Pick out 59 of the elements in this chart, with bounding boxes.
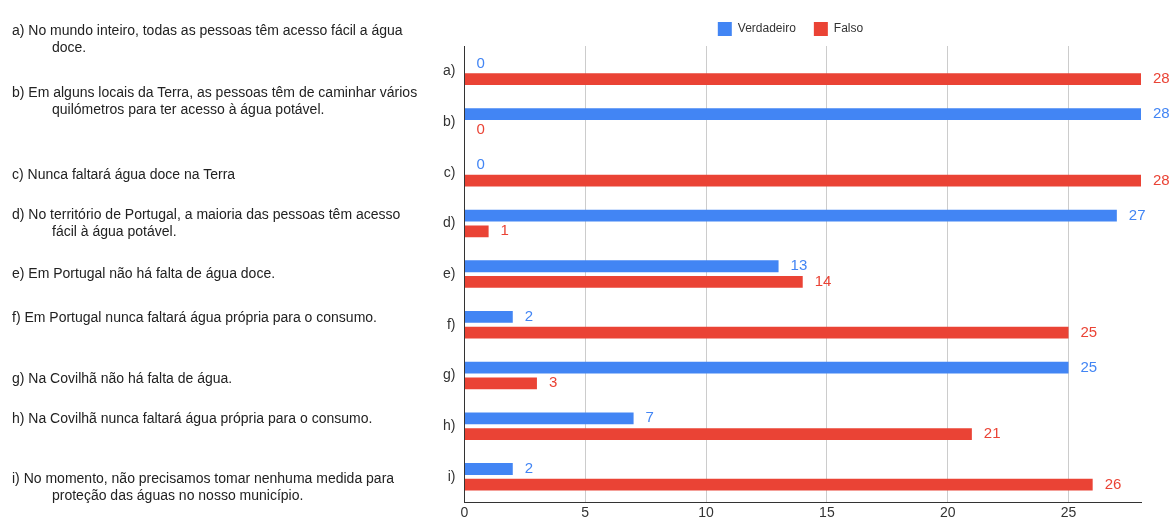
bar (464, 361, 1069, 374)
text: a) No mundo inteiro, todas as pessoas têm acesso fácil a água doce. (12, 22, 404, 56)
bar (464, 428, 972, 440)
y-tick-label: e) (443, 264, 456, 281)
data-label: 0 (476, 155, 485, 173)
bar (464, 412, 634, 425)
data-label: 2 (524, 307, 534, 325)
x-tick-label: 10 (698, 504, 715, 521)
legend-label: Falso (833, 21, 864, 36)
data-label: 25 (1080, 357, 1098, 375)
data-label: 28 (1153, 170, 1170, 188)
text: b) Em alguns locais da Terra, as pessoas têm de caminhar vários quilómetros para ter acesso à água potável. (12, 84, 419, 118)
bar (464, 478, 1093, 491)
x-tick-label: 20 (939, 504, 956, 521)
y-tick-label: g) (443, 366, 456, 383)
y-tick-label: a) (443, 62, 456, 79)
bar (464, 326, 1069, 339)
data-label: 1 (500, 221, 509, 239)
data-label: 0 (476, 53, 485, 71)
legend-label: Verdadeiro (737, 21, 797, 36)
x-tick-label: 15 (819, 504, 835, 521)
bar (464, 225, 489, 238)
y-tick-label: h) (443, 417, 456, 434)
data-label: 26 (1104, 474, 1122, 492)
data-label: 7 (645, 408, 654, 426)
text: h) Na Covilhã nunca faltará água própria para o consumo. (12, 410, 374, 427)
x-tick-label: 0 (460, 504, 469, 521)
data-label: 28 (1153, 69, 1170, 87)
data-label: 28 (1153, 104, 1170, 122)
bar (464, 209, 1117, 222)
data-label: 3 (548, 373, 558, 391)
text: e) Em Portugal não há falta de água doce. (12, 265, 277, 282)
bar (464, 174, 1141, 187)
bar (464, 311, 513, 323)
text: f) Em Portugal nunca faltará água própria para o consumo. (12, 309, 378, 326)
text: d) No território de Portugal, a maioria das pessoas têm acesso fácil à água potável. (12, 206, 402, 240)
bar (464, 108, 1141, 121)
x-tick-label: 25 (1060, 504, 1077, 521)
data-label: 13 (790, 256, 808, 274)
y-tick-label: d) (443, 214, 456, 231)
x-tick-label: 5 (581, 504, 590, 521)
y-tick-label: i) (447, 467, 456, 484)
y-tick-label: c) (443, 163, 456, 180)
y-tick-label: f) (446, 315, 456, 332)
text: g) Na Covilhã não há falta de água. (12, 370, 234, 387)
bar (464, 276, 803, 288)
data-label: 0 (476, 120, 485, 138)
data-label: 14 (814, 272, 832, 290)
text: i) No momento, não precisamos tomar nenhuma medida para proteção das águas no nosso município. (12, 470, 396, 504)
data-label: 21 (983, 424, 1001, 442)
data-label: 25 (1080, 322, 1098, 340)
data-label: 27 (1128, 205, 1146, 223)
bar (464, 377, 537, 390)
bar (464, 463, 513, 475)
y-tick-label: b) (443, 112, 456, 129)
data-label: 2 (524, 459, 534, 477)
bar (464, 260, 779, 273)
text: c) Nunca faltará água doce na Terra (12, 166, 237, 183)
bar (464, 73, 1141, 86)
